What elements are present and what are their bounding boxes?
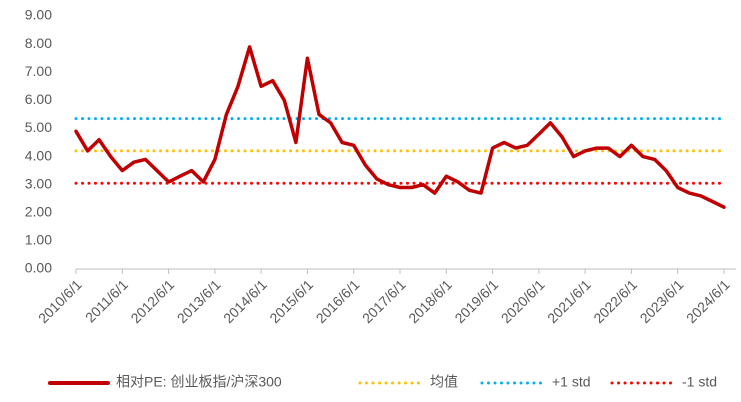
legend-label: 相对PE: 创业板指/沪深300: [116, 374, 282, 390]
legend-label: -1 std: [682, 374, 717, 390]
x-tick-label: 2011/6/1: [82, 276, 131, 325]
y-tick-label: 6.00: [25, 91, 52, 107]
y-tick-label: 9.00: [25, 7, 52, 23]
x-tick-label: 2017/6/1: [359, 276, 409, 326]
x-tick-label: 2023/6/1: [637, 276, 687, 326]
y-tick-label: 3.00: [25, 175, 52, 191]
x-tick-label: 2015/6/1: [266, 276, 316, 326]
x-tick-label: 2012/6/1: [127, 276, 177, 326]
x-tick-label: 2010/6/1: [35, 276, 85, 326]
x-tick-label: 2021/6/1: [544, 276, 594, 326]
x-tick-label: 2014/6/1: [220, 276, 270, 326]
y-tick-label: 1.00: [25, 232, 52, 248]
x-tick-label: 2022/6/1: [590, 276, 640, 326]
y-tick-label: 4.00: [25, 147, 52, 163]
x-tick-label: 2019/6/1: [451, 276, 501, 326]
x-tick-label: 2016/6/1: [313, 276, 363, 326]
legend-label: +1 std: [552, 374, 591, 390]
legend-label: 均值: [430, 374, 458, 390]
y-tick-label: 0.00: [25, 260, 52, 276]
series-line: [74, 45, 726, 209]
y-tick-label: 2.00: [25, 203, 52, 219]
x-tick-label: 2020/6/1: [498, 276, 548, 326]
x-tick-label: 2018/6/1: [405, 276, 455, 326]
y-tick-label: 7.00: [25, 63, 52, 79]
y-tick-label: 8.00: [25, 35, 52, 51]
x-tick-label: 2024/6/1: [683, 276, 733, 326]
x-tick-label: 2013/6/1: [174, 276, 224, 326]
y-tick-label: 5.00: [25, 119, 52, 135]
